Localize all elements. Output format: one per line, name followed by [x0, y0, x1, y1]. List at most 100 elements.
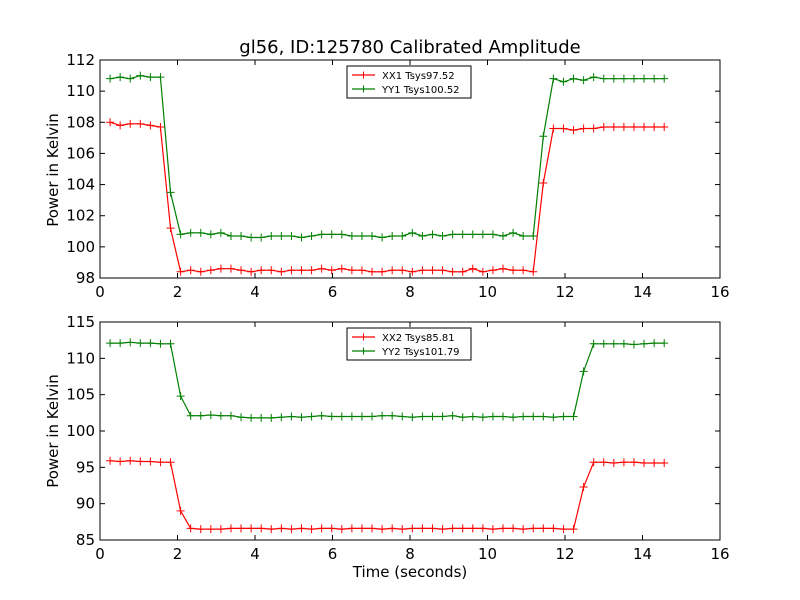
bottom-series-1-point	[519, 525, 528, 534]
bottom-series-2-point	[297, 413, 306, 422]
bottom-series-1-point	[226, 524, 235, 533]
bottom-series-2-point	[549, 413, 558, 422]
bottom-series-1-point	[287, 525, 296, 534]
top-series-1-point	[347, 266, 356, 275]
top-series-2-point	[619, 74, 628, 83]
bottom-series-2-point	[116, 339, 125, 348]
top-series-1-point	[660, 122, 669, 131]
bottom-series-2-point	[307, 412, 316, 421]
top-series-1-point	[166, 224, 175, 233]
bottom-series-1-point	[428, 524, 437, 533]
top-x-tick-label: 0	[95, 283, 105, 301]
bottom-x-tick-label: 2	[173, 545, 183, 563]
bottom-series-2-point	[579, 367, 588, 376]
top-series-2-point	[589, 73, 598, 82]
bottom-series-1-point	[438, 525, 447, 534]
top-series-1-point	[327, 266, 336, 275]
bottom-series-1-point	[478, 524, 487, 533]
bottom-series-2-point	[418, 412, 427, 421]
bottom-series-1-point	[166, 458, 175, 467]
bottom-series-1-point	[619, 458, 628, 467]
bottom-series-2-point	[166, 339, 175, 348]
top-y-tick-label: 110	[66, 82, 95, 100]
bottom-series-1-point	[579, 482, 588, 491]
bottom-series-2-point	[660, 339, 669, 348]
top-series-1-point	[226, 264, 235, 273]
top-series-2-point	[448, 230, 457, 239]
bottom-legend-marker-1	[360, 333, 367, 341]
top-series-2-point	[146, 73, 155, 82]
top-series-2-point	[156, 73, 165, 82]
bottom-series-2-point	[650, 339, 659, 348]
bottom-x-tick-label: 4	[250, 545, 260, 563]
bottom-x-tick-label: 10	[478, 545, 497, 563]
top-series-1-point	[216, 264, 225, 273]
top-y-tick-label: 106	[66, 144, 95, 162]
top-y-tick-label: 104	[66, 176, 95, 194]
top-series-1-point	[569, 126, 578, 135]
bottom-series-1-point	[458, 524, 467, 533]
top-series-1-point	[186, 266, 195, 275]
bottom-series-1-point	[317, 524, 326, 533]
top-legend: XX1 Tsys97.52 YY1 Tsys100.52	[346, 65, 472, 99]
top-series-2-point	[408, 228, 417, 237]
top-series-1-point	[408, 267, 417, 276]
top-series-2-point	[519, 231, 528, 240]
top-series-2-point	[509, 228, 518, 237]
bottom-series-1-point	[499, 524, 507, 533]
top-legend-marker-2	[360, 85, 367, 93]
top-series-1-point	[589, 124, 598, 133]
top-series-1-point	[398, 266, 407, 275]
bottom-x-tick-label: 12	[555, 545, 574, 563]
top-series-2-point	[277, 231, 286, 240]
top-series-2-point	[257, 233, 266, 242]
top-series-1-point	[357, 266, 366, 275]
top-series-2-point	[458, 230, 467, 239]
bottom-series-2-point	[428, 412, 437, 421]
bottom-legend-box	[346, 327, 472, 361]
top-series-2-point	[398, 231, 407, 240]
top-series-1-point	[297, 266, 306, 275]
top-series-2-point	[569, 74, 578, 83]
bottom-y-tick-label: 105	[66, 386, 95, 404]
top-series-2-point	[438, 231, 447, 240]
top-series-1-point	[267, 266, 276, 275]
top-series-2-point	[267, 231, 276, 240]
top-series-2-point	[347, 231, 356, 240]
top-series-1-point	[307, 266, 316, 275]
bottom-series-2-point	[438, 412, 447, 421]
bottom-y-tick-label: 100	[66, 422, 95, 440]
top-series-2-point	[660, 74, 669, 83]
top-series-1-point	[237, 266, 246, 275]
top-series-1-point	[156, 122, 165, 131]
top-series-2-point	[579, 76, 588, 85]
top-series-1-point	[277, 267, 286, 276]
bottom-series-2-point	[357, 412, 366, 421]
bottom-series-1-point	[388, 524, 397, 533]
bottom-x-tick-label: 0	[95, 545, 105, 563]
bottom-series-1-point	[106, 456, 115, 465]
top-series-2-point	[206, 230, 215, 239]
bottom-y-tick-label: 110	[66, 349, 95, 367]
bottom-series-1-point	[307, 525, 316, 534]
bottom-series-2-point	[388, 411, 397, 420]
top-series-1-point	[579, 124, 588, 133]
bottom-legend: XX2 Tsys85.81 YY2 Tsys101.79	[346, 327, 472, 361]
bottom-series-2-point	[237, 413, 246, 422]
bottom-series-2-point	[317, 411, 326, 420]
top-series-1-point	[257, 266, 266, 275]
bottom-series-1-point	[327, 524, 336, 533]
bottom-series-1-point	[186, 524, 195, 533]
bottom-series-2-point	[267, 413, 276, 422]
top-series-2-point	[529, 231, 538, 240]
bottom-series-2-point	[176, 392, 185, 401]
top-series-2-point	[428, 230, 437, 239]
top-series-2-point	[287, 231, 296, 240]
top-series-2-point	[368, 231, 377, 240]
bottom-series-1-point	[378, 525, 387, 534]
bottom-series-2-point	[277, 413, 286, 422]
bottom-series-2-point	[257, 413, 266, 422]
bottom-series-1-point	[529, 524, 538, 533]
bottom-series-2-point	[156, 339, 165, 348]
bottom-series-2-point	[347, 412, 356, 421]
